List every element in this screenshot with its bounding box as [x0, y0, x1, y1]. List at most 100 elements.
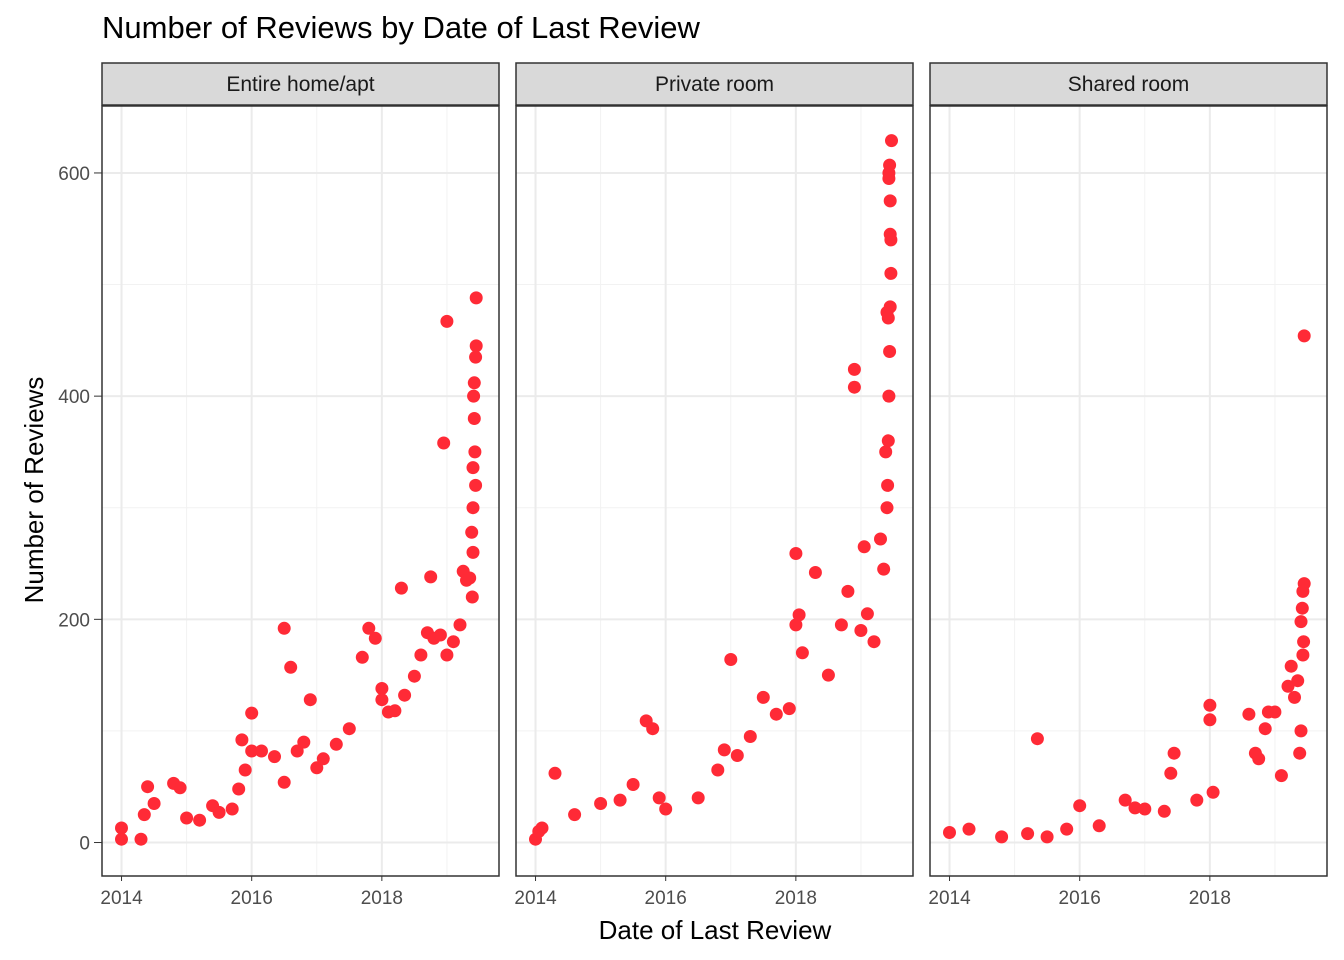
data-point	[469, 478, 483, 492]
data-point	[407, 669, 421, 683]
data-point	[134, 832, 148, 846]
data-point	[626, 778, 640, 791]
y-tick-label: 600	[58, 164, 90, 185]
data-point	[375, 682, 389, 695]
data-point	[1164, 766, 1178, 780]
data-point	[730, 749, 744, 762]
data-point	[446, 635, 460, 649]
data-point	[782, 702, 796, 716]
data-point	[1291, 674, 1305, 688]
data-point	[469, 339, 483, 353]
data-point	[867, 635, 881, 649]
data-point	[1242, 707, 1256, 721]
facet-panel: Private room 2014 2016 2018	[514, 62, 914, 909]
data-point	[440, 314, 454, 328]
data-point	[465, 525, 479, 539]
data-point	[466, 501, 480, 515]
data-point	[469, 291, 483, 305]
data-point	[1297, 635, 1311, 649]
data-point	[437, 436, 451, 450]
data-point	[1040, 830, 1054, 844]
data-point	[594, 797, 608, 810]
data-point	[388, 704, 402, 718]
y-tick-label: 200	[58, 610, 90, 631]
data-point	[469, 350, 483, 364]
data-point	[1138, 802, 1152, 816]
y-axis-title: Number of Reviews	[19, 377, 49, 604]
data-point	[1252, 752, 1266, 766]
data-point	[1274, 769, 1288, 783]
data-point	[1268, 705, 1282, 719]
panel-border	[515, 105, 914, 877]
data-point	[821, 668, 835, 682]
x-tick-label: 2016	[1059, 888, 1101, 909]
data-point	[342, 722, 356, 736]
data-point	[375, 693, 389, 707]
data-point	[847, 362, 861, 376]
facet-panel: Entire home/apt 2014 2016 2018	[100, 62, 500, 909]
data-point	[1060, 822, 1074, 836]
data-point	[879, 445, 893, 459]
data-point	[1073, 799, 1087, 813]
data-point	[1030, 732, 1044, 746]
panel-background	[930, 106, 1327, 876]
panel-border	[929, 105, 1328, 877]
data-point	[115, 832, 128, 846]
data-point	[1284, 659, 1298, 673]
x-tick-label: 2018	[1189, 888, 1231, 909]
facet-panel: Shared room 2014 2016 2018	[928, 62, 1328, 909]
data-point	[995, 830, 1009, 844]
data-point	[173, 781, 187, 795]
data-point	[877, 562, 891, 576]
facet-strip-label: Entire home/apt	[226, 73, 374, 96]
points-group	[529, 134, 898, 846]
data-point	[1295, 601, 1309, 615]
data-point	[310, 761, 324, 775]
data-point	[884, 233, 898, 247]
data-point	[414, 648, 428, 662]
panel-background	[102, 106, 499, 876]
data-point	[398, 688, 412, 702]
data-point	[1203, 698, 1217, 712]
data-point	[466, 545, 480, 559]
x-tick-label: 2016	[645, 888, 687, 909]
data-point	[193, 813, 207, 827]
data-point	[180, 811, 194, 825]
data-point	[368, 631, 382, 645]
data-point	[290, 744, 304, 758]
y-tick-label: 400	[58, 387, 90, 408]
data-point	[238, 763, 252, 777]
chart-title: Number of Reviews by Date of Last Review	[102, 10, 700, 45]
data-point	[424, 570, 438, 584]
data-point	[277, 775, 291, 789]
data-point	[884, 266, 898, 280]
data-point	[225, 802, 239, 816]
data-point	[115, 821, 128, 835]
data-point	[303, 693, 317, 707]
data-point	[1258, 722, 1272, 736]
data-point	[743, 730, 757, 743]
data-point	[453, 618, 467, 632]
data-point	[329, 737, 343, 751]
data-point	[724, 653, 738, 666]
points-group	[943, 329, 1311, 844]
data-point	[857, 540, 871, 554]
facet-strip-label: Shared room	[1068, 73, 1189, 96]
data-point	[881, 478, 895, 492]
panel-border	[101, 105, 500, 877]
data-point	[834, 618, 848, 632]
data-point	[568, 808, 582, 822]
data-point	[943, 826, 956, 839]
data-point	[1294, 724, 1308, 738]
x-tick-label: 2014	[928, 888, 971, 909]
x-axis-title: Date of Last Review	[599, 915, 832, 945]
data-point	[691, 791, 705, 805]
data-point	[466, 461, 480, 475]
data-point	[1118, 793, 1132, 807]
data-point	[881, 434, 895, 448]
data-point	[880, 501, 894, 515]
data-point	[141, 780, 155, 794]
data-point	[652, 791, 666, 805]
